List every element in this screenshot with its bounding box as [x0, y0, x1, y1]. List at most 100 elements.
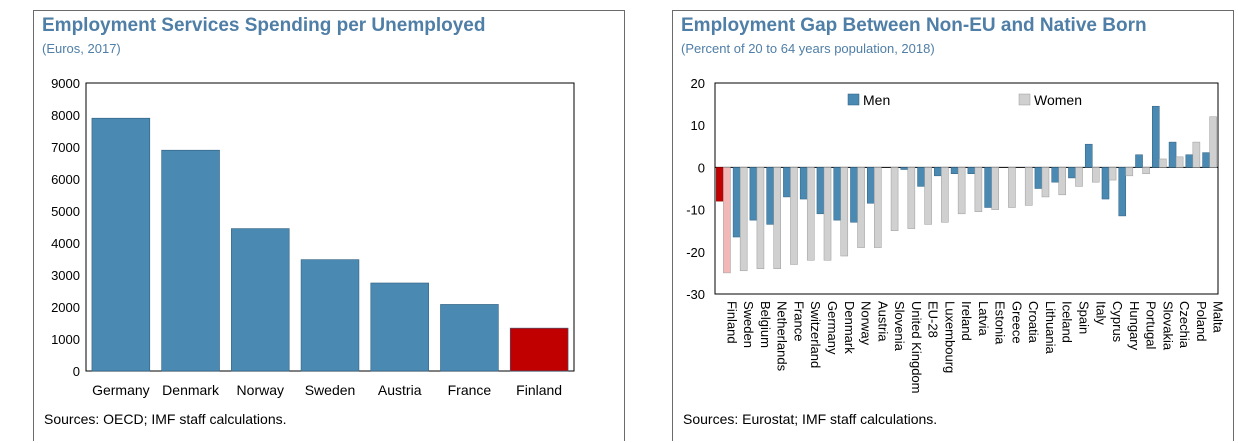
- legend-men-label: Men: [863, 92, 890, 108]
- y-tick-label: 8000: [51, 108, 80, 123]
- x-tick-label: EU-28: [926, 301, 941, 338]
- bar-women: [890, 167, 899, 231]
- bar-women: [874, 167, 882, 248]
- x-tick-label: Switzerland: [808, 301, 823, 368]
- bar-men: [1034, 167, 1043, 189]
- bar-men: [866, 167, 875, 204]
- x-tick-label: Poland: [1194, 301, 1209, 341]
- y-tick-label: 2000: [51, 300, 80, 315]
- bar-women: [941, 167, 949, 223]
- bar-men: [1202, 152, 1210, 168]
- bar-women: [1008, 167, 1016, 208]
- spending-chart-title: Employment Services Spending per Unemplo…: [42, 15, 486, 36]
- x-tick-label: Spain: [1076, 301, 1091, 334]
- x-tick-label: Austria: [875, 301, 890, 342]
- x-tick-label: Finland: [516, 382, 562, 398]
- bar-men: [1051, 167, 1059, 183]
- bar-sweden: [300, 259, 360, 372]
- x-tick-label: Slovenia: [892, 301, 907, 352]
- bar-women: [957, 167, 966, 215]
- bar-women: [1058, 167, 1067, 196]
- gap-chart-subtitle: (Percent of 20 to 64 years population, 2…: [681, 41, 935, 56]
- x-tick-label: Slovakia: [1160, 301, 1175, 351]
- bar-women: [806, 167, 815, 261]
- bar-women: [1125, 167, 1134, 177]
- bar-men: [934, 167, 942, 177]
- x-tick-label: France: [791, 301, 806, 341]
- x-tick-label: Cyprus: [1110, 301, 1125, 343]
- x-tick-label: Denmark: [162, 382, 220, 398]
- x-tick-label: Greece: [1009, 301, 1024, 344]
- bar-women: [790, 167, 798, 265]
- bar-men: [1135, 154, 1143, 168]
- bar-women: [723, 167, 731, 274]
- x-tick-label: Latvia: [976, 301, 991, 336]
- x-tick-label: Germany: [825, 301, 840, 355]
- x-tick-label: Ireland: [959, 301, 974, 341]
- bar-women: [1209, 116, 1217, 168]
- bar-women: [1075, 167, 1083, 187]
- legend-women-swatch: [1018, 93, 1031, 106]
- bar-men: [766, 167, 774, 225]
- y-tick-label: -20: [686, 245, 705, 260]
- y-tick-label: 20: [691, 76, 705, 91]
- bar-women: [739, 167, 748, 272]
- bar-women: [974, 167, 983, 212]
- x-tick-label: Sweden: [741, 301, 756, 348]
- bar-women: [857, 167, 865, 248]
- bar-women: [1159, 158, 1167, 168]
- x-tick-label: Malta: [1211, 301, 1226, 334]
- x-tick-label: Iceland: [1060, 301, 1075, 343]
- x-tick-label: Hungary: [1127, 301, 1142, 351]
- spending-chart-source: Sources: OECD; IMF staff calculations.: [44, 411, 287, 427]
- bar-women: [1192, 141, 1201, 168]
- x-tick-label: United Kingdom: [909, 301, 924, 394]
- bar-women: [1175, 156, 1184, 168]
- x-tick-label: Luxembourg: [942, 301, 957, 373]
- x-tick-label: Italy: [1093, 301, 1108, 325]
- bar-france: [440, 304, 499, 372]
- bar-men: [1185, 154, 1194, 168]
- bar-men: [850, 167, 858, 223]
- y-tick-label: -10: [686, 203, 705, 218]
- bar-men: [900, 167, 909, 170]
- bar-women: [773, 167, 781, 269]
- bar-men: [967, 167, 976, 174]
- bar-men: [950, 167, 959, 174]
- spending-chart-subtitle: (Euros, 2017): [42, 41, 121, 56]
- x-tick-label: Netherlands: [775, 301, 790, 372]
- bar-women: [1092, 167, 1100, 183]
- x-tick-label: Belgium: [758, 301, 773, 348]
- spending-chart-panel: Employment Services Spending per Unemplo…: [33, 10, 625, 441]
- y-tick-label: 5000: [51, 204, 80, 219]
- bar-men: [1118, 167, 1127, 217]
- bar-women: [1024, 167, 1033, 206]
- y-tick-label: 0: [698, 160, 705, 175]
- bar-men: [816, 167, 825, 215]
- gap-chart-source: Sources: Eurostat; IMF staff calculation…: [683, 411, 938, 427]
- bar-men: [1168, 141, 1177, 168]
- bar-women: [1108, 167, 1117, 181]
- bar-norway: [231, 228, 290, 372]
- bar-austria: [370, 282, 429, 372]
- bar-men: [799, 167, 808, 200]
- x-tick-label: Croatia: [1026, 301, 1041, 344]
- bar-women: [756, 167, 765, 269]
- bar-women: [823, 167, 832, 261]
- bar-men: [833, 167, 841, 221]
- x-tick-label: Norway: [237, 382, 284, 398]
- bar-men: [984, 167, 992, 208]
- legend-women-label: Women: [1034, 92, 1082, 108]
- x-tick-label: France: [448, 382, 492, 398]
- x-tick-label: Czechia: [1177, 301, 1192, 349]
- bar-women: [1142, 167, 1150, 174]
- y-tick-label: 3000: [51, 268, 80, 283]
- y-tick-label: 0: [73, 364, 80, 379]
- bar-women: [1041, 167, 1050, 198]
- x-tick-label: Denmark: [842, 301, 857, 354]
- y-tick-label: 1000: [51, 332, 80, 347]
- bar-men: [732, 167, 741, 238]
- x-tick-label: Germany: [92, 382, 150, 398]
- gap-chart-panel: Employment Gap Between Non-EU and Native…: [672, 10, 1234, 441]
- bar-women: [991, 167, 999, 210]
